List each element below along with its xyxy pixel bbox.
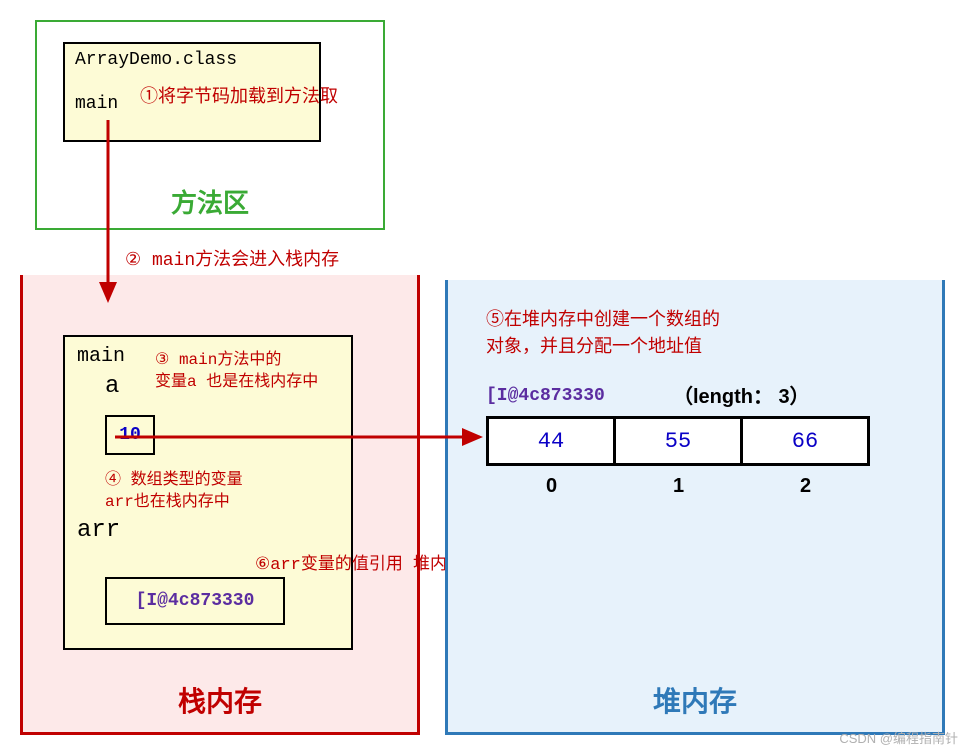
stack-frame-main: main a ③ main方法中的 变量a 也是在栈内存中 10 ④ 数组类型的…	[63, 335, 353, 650]
heap-array-cell-1: 55	[613, 416, 743, 466]
note-4-line1: ④ 数组类型的变量	[105, 471, 243, 489]
stack-memory-box: main a ③ main方法中的 变量a 也是在栈内存中 10 ④ 数组类型的…	[20, 275, 420, 735]
heap-array-index-2: 2	[800, 475, 811, 498]
heap-array-index-0: 0	[546, 475, 557, 498]
note-4-line2: arr也在栈内存中	[105, 493, 230, 511]
heap-memory-box: ⑤在堆内存中创建一个数组的 对象，并且分配一个地址值 [I@4c873330 （…	[445, 280, 945, 735]
heap-array-length: （length： 3）	[673, 380, 810, 409]
note-4: ④ 数组类型的变量 arr也在栈内存中	[105, 469, 243, 514]
method-area-box: ArrayDemo.class main 方法区	[35, 20, 385, 230]
heap-array-index-1: 1	[673, 475, 684, 498]
heap-array-address: [I@4c873330	[486, 386, 605, 406]
value-box-a: 10	[105, 415, 155, 455]
heap-array-table: 445566	[486, 416, 870, 466]
method-area-title: 方法区	[171, 183, 249, 220]
class-name: ArrayDemo.class	[75, 50, 309, 70]
note-5-line2: 对象，并且分配一个地址值	[486, 338, 702, 358]
heap-array-cell-2: 66	[740, 416, 870, 466]
note-5: ⑤在堆内存中创建一个数组的 对象，并且分配一个地址值	[486, 308, 720, 362]
note-3-line2: 变量a 也是在栈内存中	[155, 373, 318, 391]
note-5-line1: ⑤在堆内存中创建一个数组的	[486, 311, 720, 331]
stack-title: 栈内存	[178, 680, 262, 720]
note-3: ③ main方法中的 变量a 也是在栈内存中	[155, 349, 318, 394]
variable-arr: arr	[77, 517, 120, 544]
variable-a: a	[105, 373, 119, 400]
address-box-arr: [I@4c873330	[105, 577, 285, 625]
note-3-line1: ③ main方法中的	[155, 351, 281, 369]
heap-array-cell-0: 44	[486, 416, 616, 466]
frame-label: main	[77, 345, 125, 368]
note-1: ①将字节码加载到方法取	[140, 82, 338, 108]
note-2: ② main方法会进入栈内存	[125, 245, 339, 271]
watermark: CSDN @编程指南针	[839, 728, 958, 747]
heap-title: 堆内存	[653, 680, 737, 720]
